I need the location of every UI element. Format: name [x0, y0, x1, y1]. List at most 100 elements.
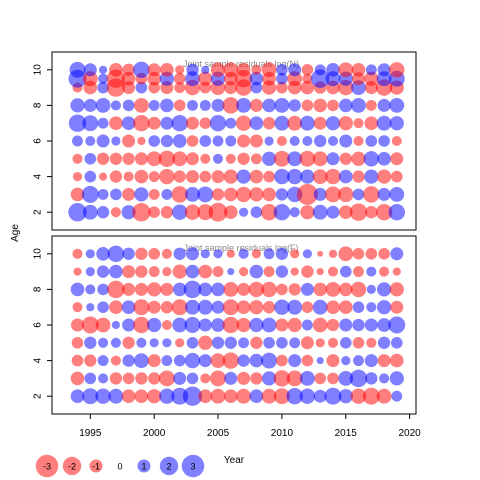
- residual-bubble: [122, 63, 135, 76]
- residual-bubble: [236, 97, 252, 113]
- residual-bubble: [353, 355, 364, 367]
- residual-bubble: [238, 248, 249, 259]
- residual-bubble: [299, 370, 315, 386]
- residual-bubble: [172, 317, 188, 333]
- residual-bubble: [366, 337, 377, 348]
- residual-bubble: [147, 317, 162, 333]
- x-tick-label: 2010: [271, 428, 294, 439]
- residual-bubble: [211, 98, 225, 112]
- residual-bubble: [314, 134, 327, 148]
- residual-bubble: [338, 98, 353, 113]
- residual-bubble: [185, 264, 200, 279]
- residual-bubble: [198, 264, 213, 279]
- residual-bubble: [391, 135, 402, 147]
- y-tick-label: 10: [33, 248, 44, 260]
- residual-bubble: [199, 170, 212, 183]
- residual-bubble: [263, 170, 275, 183]
- residual-bubble: [109, 372, 123, 385]
- residual-bubble: [299, 388, 316, 404]
- residual-bubble: [147, 300, 161, 314]
- residual-bubble: [376, 300, 392, 315]
- residual-bubble: [185, 71, 200, 87]
- residual-bubble: [276, 283, 288, 296]
- residual-bubble: [210, 388, 226, 404]
- residual-bubble: [149, 338, 159, 348]
- residual-bubble: [275, 265, 289, 278]
- residual-bubble: [123, 171, 134, 182]
- residual-bubble: [239, 267, 249, 277]
- residual-bubble: [390, 152, 404, 166]
- residual-bubble: [159, 168, 175, 185]
- residual-bubble: [325, 186, 341, 203]
- residual-bubble: [148, 266, 160, 278]
- residual-bubble: [172, 151, 188, 167]
- y-tick-label: 8: [33, 102, 44, 108]
- residual-bubble: [148, 188, 160, 200]
- residual-bubble: [249, 116, 264, 131]
- residual-bubble: [134, 152, 148, 166]
- residual-bubble: [213, 249, 223, 259]
- residual-bubble: [364, 169, 379, 184]
- residual-bubble: [148, 171, 160, 183]
- residual-bubble: [70, 98, 85, 113]
- residual-bubble: [173, 170, 186, 183]
- residual-bubble: [314, 372, 327, 385]
- residual-bubble: [261, 317, 277, 333]
- residual-bubble: [122, 318, 136, 332]
- residual-bubble: [135, 265, 148, 278]
- residual-bubble: [378, 247, 390, 260]
- bubble-group: [70, 245, 406, 406]
- residual-bubble: [121, 116, 136, 131]
- x-tick-label: 2005: [207, 428, 230, 439]
- residual-bubble: [237, 152, 250, 165]
- residual-bubble: [171, 299, 188, 316]
- residual-bubble: [300, 169, 315, 184]
- residual-bubble: [351, 97, 366, 113]
- residual-bubble: [376, 282, 392, 297]
- residual-bubble: [349, 369, 368, 388]
- residual-bubble: [111, 320, 121, 330]
- residual-bubble: [171, 186, 188, 203]
- residual-bubble: [301, 265, 314, 278]
- residual-bubble: [135, 81, 148, 94]
- residual-bubble: [276, 63, 288, 76]
- residual-bubble: [288, 283, 301, 296]
- residual-bubble: [353, 135, 364, 147]
- residual-bubble: [223, 62, 239, 78]
- residual-bubble: [146, 151, 162, 167]
- residual-bubble: [71, 318, 84, 332]
- residual-bubble: [161, 319, 172, 331]
- residual-bubble: [224, 336, 237, 349]
- residual-bubble: [274, 97, 290, 113]
- residual-bubble: [147, 389, 162, 404]
- residual-bubble: [160, 301, 174, 314]
- residual-bubble: [250, 206, 263, 219]
- residual-bubble: [98, 65, 108, 74]
- residual-bubble: [223, 281, 239, 297]
- legend-label: 1: [141, 462, 146, 472]
- y-tick-label: 10: [33, 64, 44, 76]
- residual-bubble: [262, 301, 276, 314]
- residual-bubble: [184, 352, 201, 369]
- residual-bubble: [82, 388, 99, 405]
- residual-bubble: [83, 98, 97, 112]
- residual-bubble: [186, 170, 199, 184]
- residual-bubble: [162, 267, 172, 277]
- residual-bubble: [313, 116, 327, 130]
- residual-bubble: [264, 136, 274, 146]
- residual-bubble: [107, 280, 125, 299]
- residual-bubble: [97, 355, 109, 367]
- residual-bubble: [286, 370, 303, 387]
- residual-bubble: [236, 169, 251, 184]
- residual-bubble: [147, 116, 161, 130]
- legend-label: 2: [166, 462, 171, 472]
- residual-bubble: [250, 153, 262, 165]
- residual-bubble: [84, 336, 97, 349]
- residual-bubble: [327, 337, 339, 348]
- legend-label: 3: [190, 462, 195, 472]
- residual-bubble: [122, 354, 135, 367]
- residual-bubble: [377, 151, 391, 166]
- residual-bubble: [172, 204, 188, 220]
- residual-bubble: [109, 62, 123, 77]
- residual-bubble: [200, 249, 210, 259]
